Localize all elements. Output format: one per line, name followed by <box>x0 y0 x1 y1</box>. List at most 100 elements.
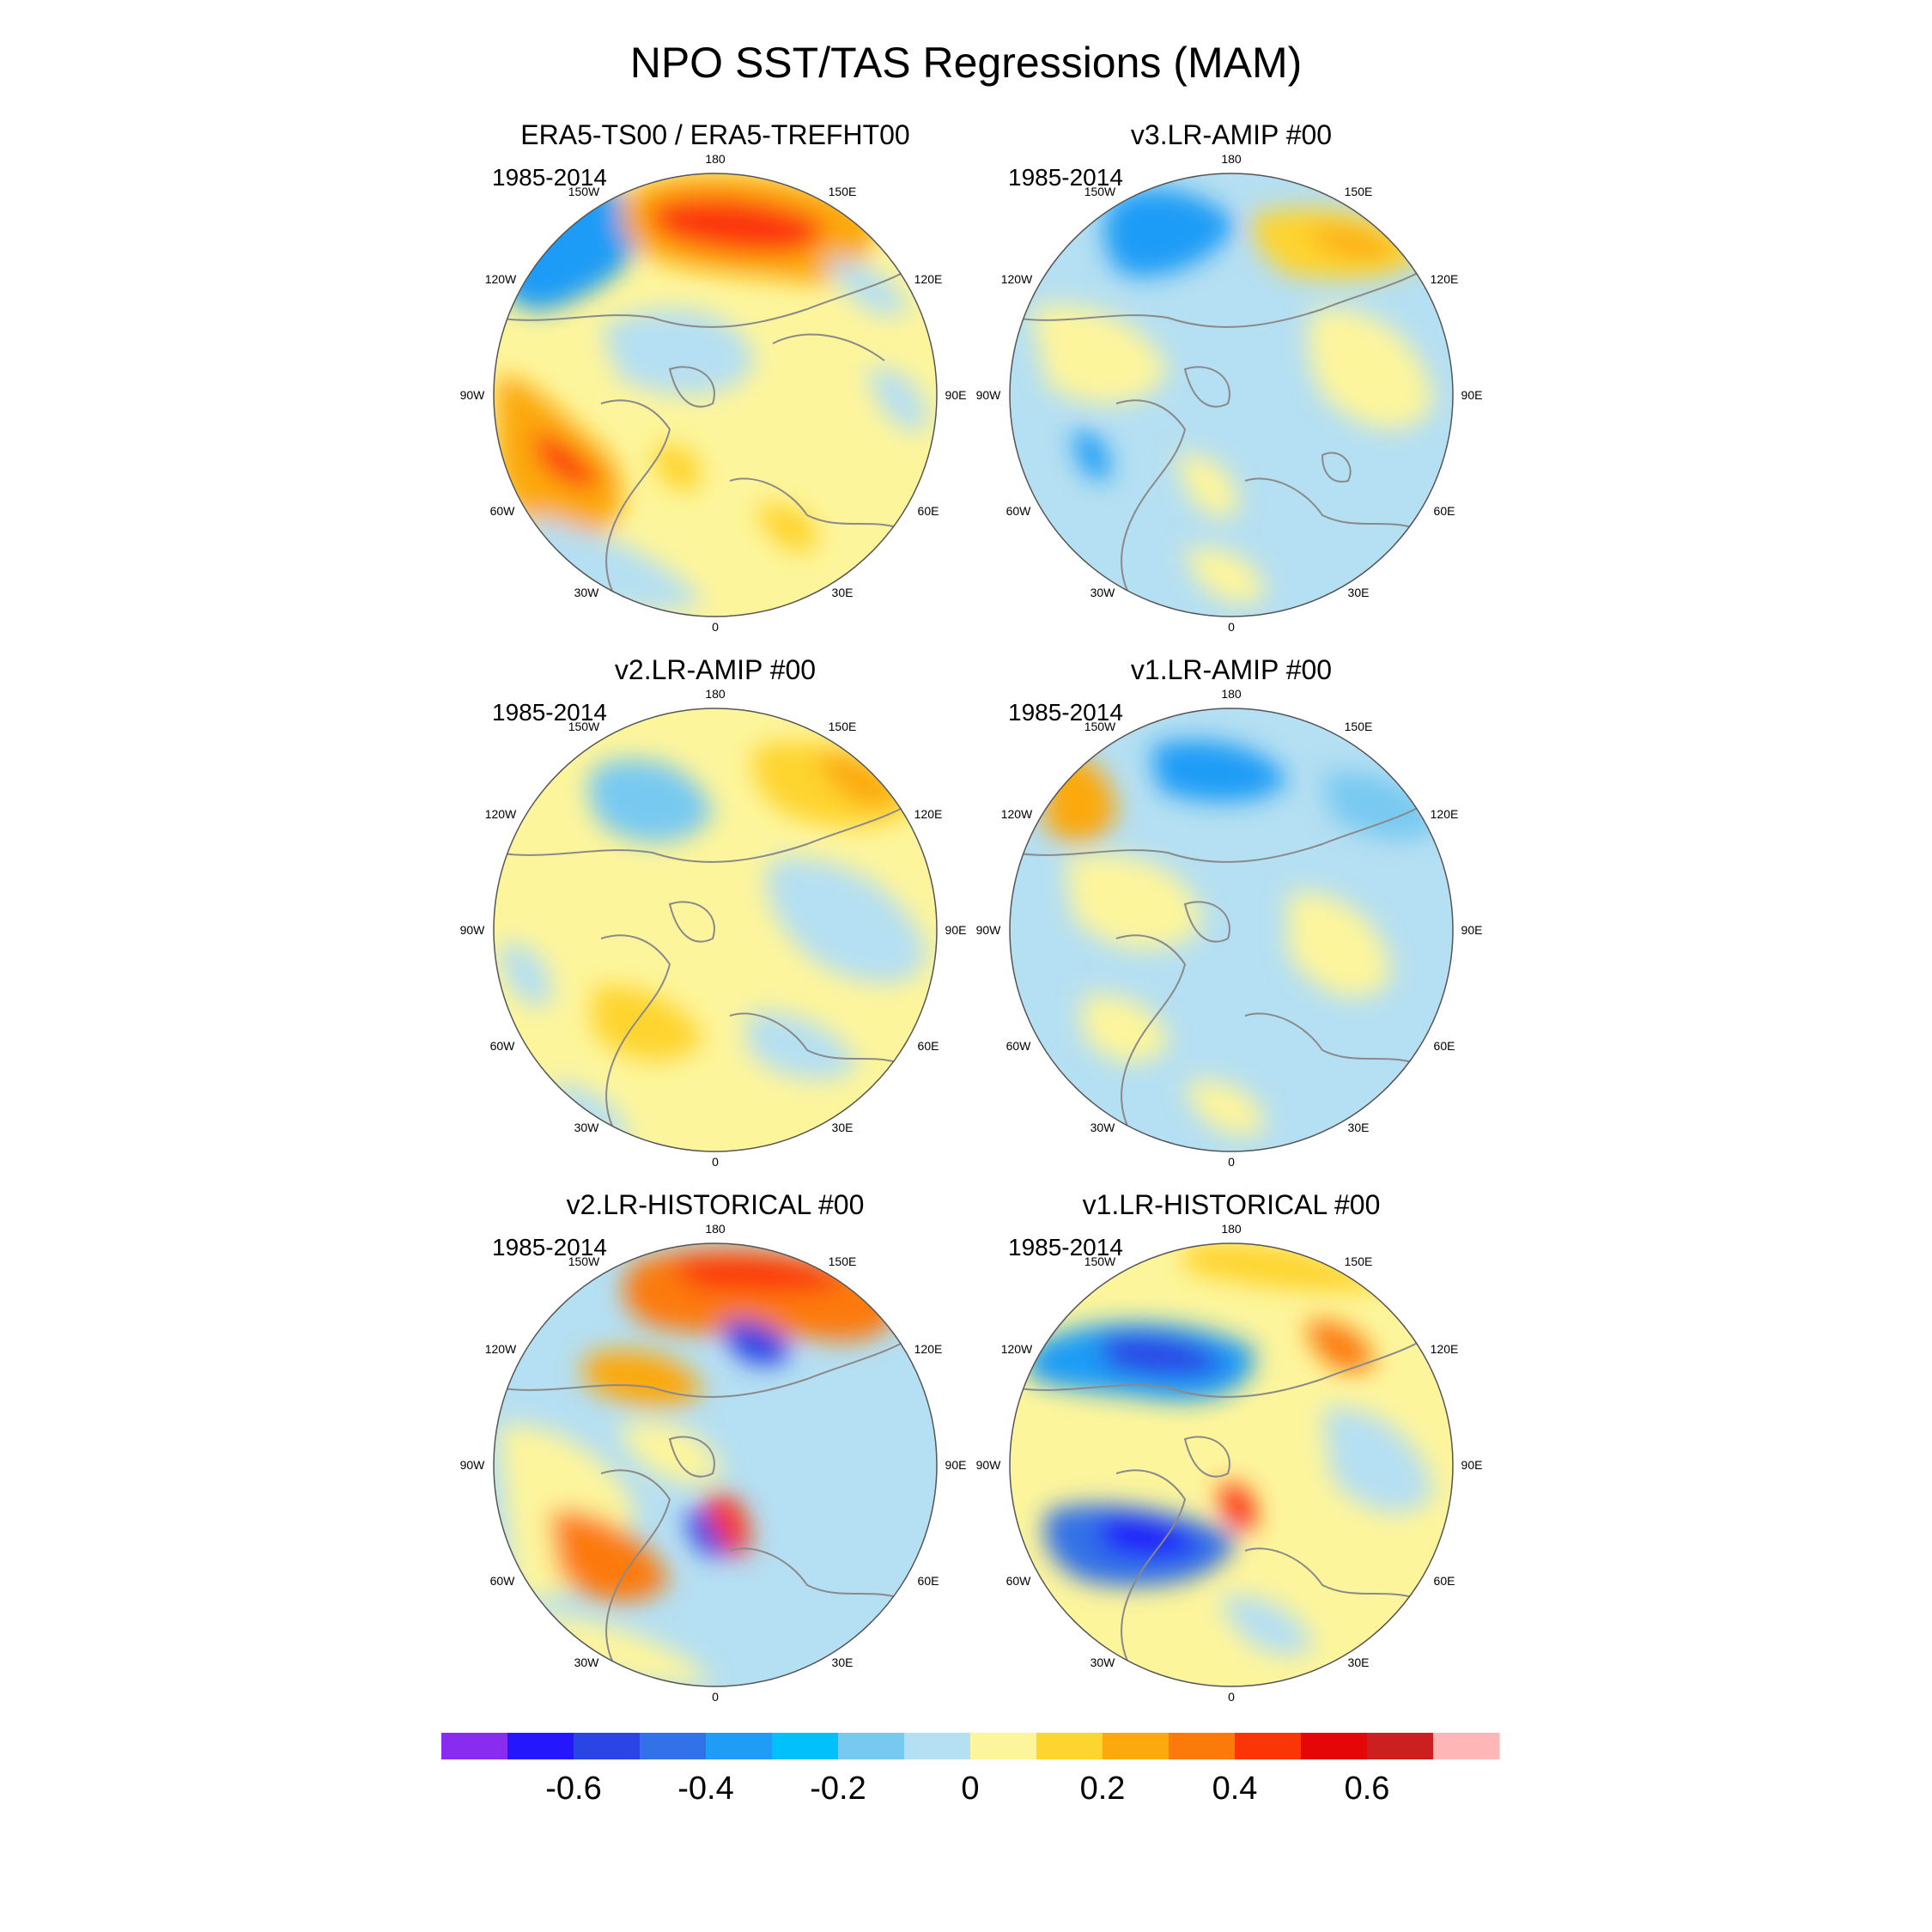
lon-label-deg0: 0 <box>1228 620 1235 634</box>
lon-label-e150: 150E <box>1345 1255 1373 1268</box>
lon-label-w150: 150W <box>1084 720 1116 733</box>
lon-label-w150: 150W <box>568 720 600 733</box>
panel-title: v2.LR-HISTORICAL #00 <box>567 1189 865 1220</box>
panel-period: 1985-2014 <box>1008 1234 1123 1261</box>
panel-title: v2.LR-AMIP #00 <box>615 654 816 685</box>
map-rim <box>493 1242 938 1687</box>
colorbar-swatch <box>772 1733 839 1759</box>
lon-label-e90: 90E <box>945 923 967 937</box>
colorbar-swatch <box>1103 1733 1170 1759</box>
lon-label-w30: 30W <box>574 1656 600 1669</box>
lon-label-e30: 30E <box>1348 586 1370 599</box>
lon-label-w90: 90W <box>976 923 1002 937</box>
colorbar-tick-label: 0.4 <box>1212 1771 1258 1807</box>
coastlines <box>1012 1327 1443 1686</box>
lon-label-deg180: 180 <box>1221 152 1242 166</box>
lon-label-w150: 150W <box>568 185 600 198</box>
panel-title: v1.LR-HISTORICAL #00 <box>1083 1189 1381 1220</box>
colorbar-swatch <box>1169 1733 1236 1759</box>
colorbar-swatch <box>1367 1733 1434 1759</box>
map-rim <box>1009 1242 1454 1687</box>
regression-field <box>494 708 937 1151</box>
panel-period: 1985-2014 <box>1008 164 1123 191</box>
lon-label-w150: 150W <box>568 1255 600 1268</box>
panel-v2-amip: v2.LR-AMIP #00 1985-2014 <box>492 654 938 1152</box>
panel-period: 1985-2014 <box>1008 699 1123 726</box>
lon-label-w60: 60W <box>490 504 516 518</box>
lon-label-w120: 120W <box>485 272 517 286</box>
colorbar-swatch <box>1036 1733 1103 1759</box>
lon-label-deg0: 0 <box>712 1155 719 1169</box>
panel-v2-historical: v2.LR-HISTORICAL #00 1985-2014 <box>492 1189 938 1687</box>
figure-title: NPO SST/TAS Regressions (MAM) <box>630 39 1303 87</box>
lon-label-deg180: 180 <box>705 152 726 166</box>
lon-label-e30: 30E <box>832 586 854 599</box>
lon-label-e60: 60E <box>918 1039 939 1053</box>
regression-field <box>1010 708 1453 1151</box>
panel-title: v3.LR-AMIP #00 <box>1131 119 1332 150</box>
colorbar-swatch <box>1301 1733 1368 1759</box>
panel-period: 1985-2014 <box>492 699 607 726</box>
colorbar-swatch <box>507 1733 574 1759</box>
lon-label-e30: 30E <box>1348 1121 1370 1134</box>
coastlines <box>495 1327 928 1686</box>
colorbar-tick-label: 0.6 <box>1345 1771 1390 1807</box>
colorbar-swatch <box>441 1733 508 1759</box>
colorbar-tick-label: -0.6 <box>545 1771 601 1807</box>
lon-label-e60: 60E <box>918 1574 939 1588</box>
map-rim <box>493 173 938 617</box>
colorbar-swatch <box>838 1733 905 1759</box>
lon-label-w120: 120W <box>485 1342 517 1356</box>
regression-field <box>494 1243 937 1686</box>
map-rim <box>1009 173 1454 617</box>
lon-label-w120: 120W <box>1001 1342 1033 1356</box>
lon-label-e90: 90E <box>945 388 967 402</box>
colorbar-swatch <box>706 1733 773 1759</box>
coastlines <box>1012 792 1443 1151</box>
panel-title: v1.LR-AMIP #00 <box>1131 654 1332 685</box>
lon-label-w30: 30W <box>574 1121 600 1134</box>
regression-field <box>1010 1243 1453 1686</box>
lon-label-deg180: 180 <box>1221 1222 1242 1236</box>
lon-label-e60: 60E <box>918 504 939 518</box>
lon-label-e30: 30E <box>1348 1656 1370 1669</box>
colorbar: -0.6 -0.4 -0.2 0 0.2 0.4 0.6 <box>441 1733 1500 1807</box>
colorbar-swatch <box>904 1733 971 1759</box>
lon-label-e120: 120E <box>914 1342 943 1356</box>
lon-label-w30: 30W <box>1091 586 1116 599</box>
panel-v1-historical: v1.LR-HISTORICAL #00 1985-2014 <box>1008 1189 1454 1687</box>
longitude-labels: 180 150E 120E 90E 60E 30E 0 30W 60W 90W 120W 150W 18… <box>460 152 1483 1704</box>
colorbar-tick-label: -0.2 <box>810 1771 866 1807</box>
lon-label-e150: 150E <box>829 720 857 733</box>
lon-label-w90: 90W <box>976 388 1002 402</box>
lon-label-e150: 150E <box>1345 720 1373 733</box>
lon-label-e120: 120E <box>1431 1342 1459 1356</box>
lon-label-e120: 120E <box>914 807 943 821</box>
lon-label-w90: 90W <box>976 1458 1002 1472</box>
colorbar-tick-label: 0 <box>961 1771 979 1807</box>
lon-label-deg180: 180 <box>1221 687 1242 701</box>
lon-label-w120: 120W <box>1001 807 1033 821</box>
lon-label-e150: 150E <box>829 1255 857 1268</box>
panel-period: 1985-2014 <box>492 164 607 191</box>
coastlines <box>1012 257 1443 616</box>
lon-label-w90: 90W <box>460 923 486 937</box>
panel-era5: ERA5-TS00 / ERA5-TREFHT00 1985-2014 <box>492 119 938 617</box>
lon-label-e150: 150E <box>1345 185 1373 198</box>
regression-field <box>494 173 937 617</box>
regression-field <box>1010 173 1453 617</box>
colorbar-swatch <box>640 1733 707 1759</box>
lon-label-e120: 120E <box>1431 807 1459 821</box>
panel-v3-amip: v3.LR-AMIP #00 1985-2014 <box>1008 119 1454 617</box>
lon-label-deg0: 0 <box>712 620 719 634</box>
lon-label-w120: 120W <box>485 807 517 821</box>
lon-label-e60: 60E <box>1434 1574 1455 1588</box>
lon-label-w60: 60W <box>490 1039 516 1053</box>
lon-label-e90: 90E <box>1461 923 1483 937</box>
lon-label-w90: 90W <box>460 388 486 402</box>
colorbar-swatch <box>574 1733 641 1759</box>
lon-label-w150: 150W <box>1084 185 1116 198</box>
lon-label-e60: 60E <box>1434 504 1455 518</box>
lon-label-w30: 30W <box>574 586 600 599</box>
